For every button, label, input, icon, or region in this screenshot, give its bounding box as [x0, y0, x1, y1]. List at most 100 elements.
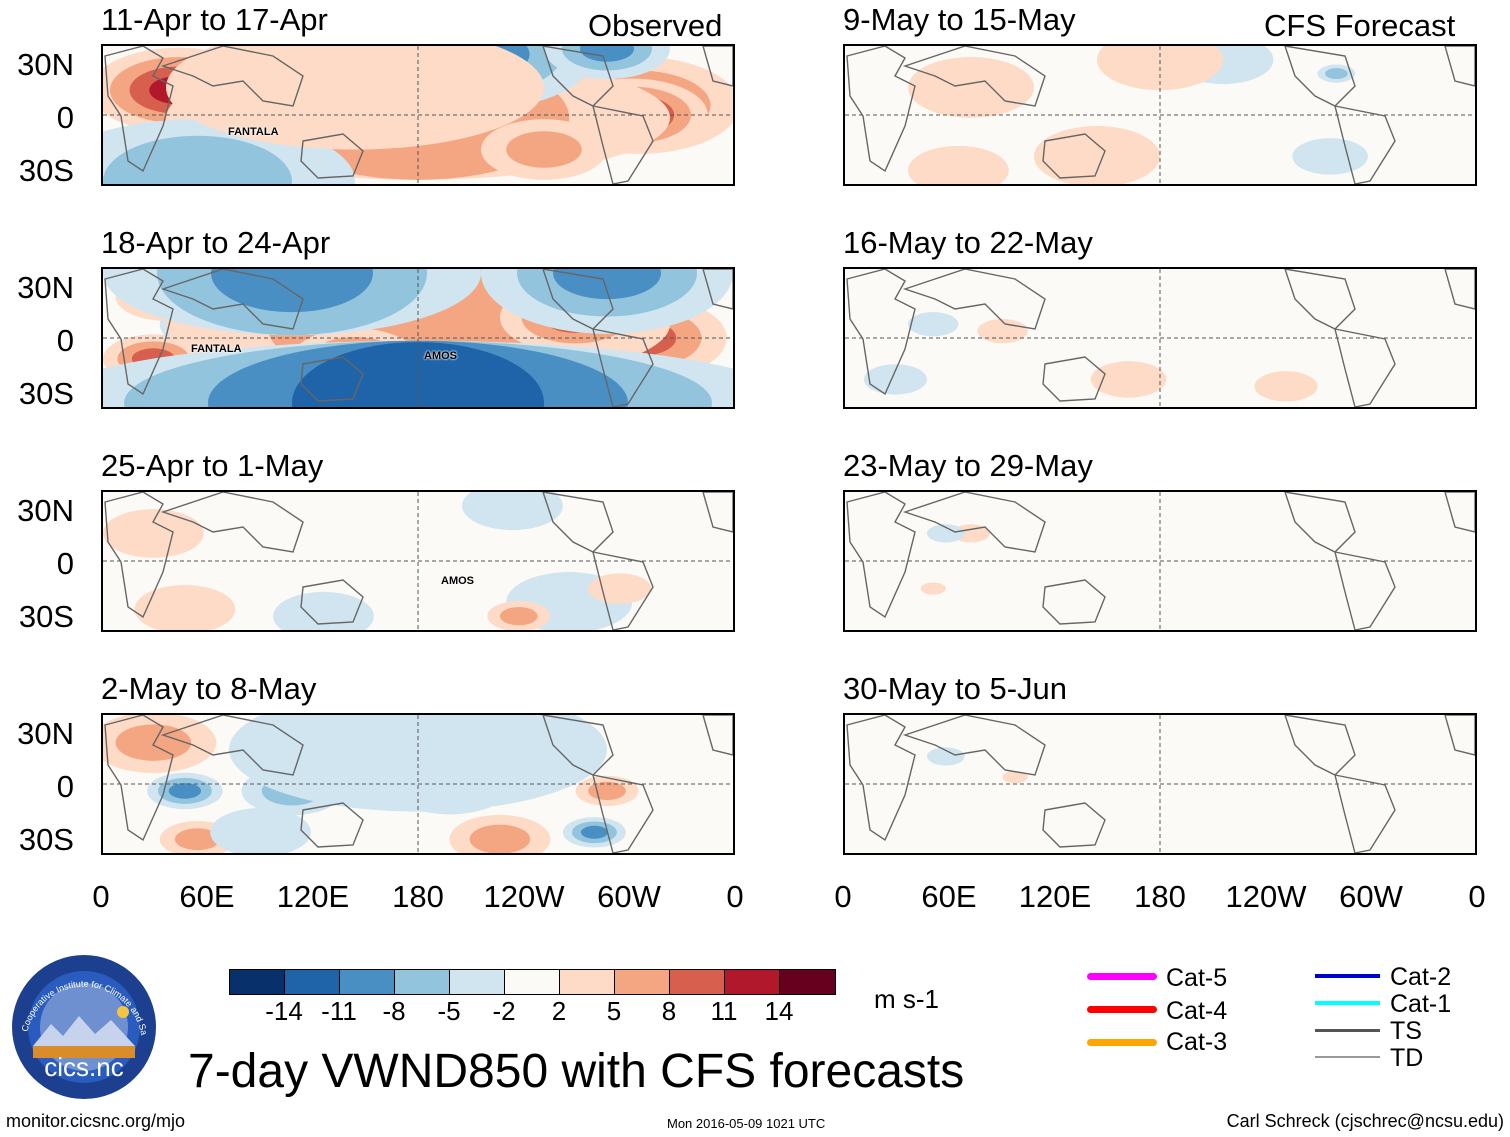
coastline: [902, 715, 1046, 776]
anomaly-contour: [229, 715, 607, 812]
coastline: [592, 774, 654, 853]
observed-column-title: Observed: [588, 8, 723, 43]
lat-label: 30S: [18, 822, 74, 857]
map-panel-left-1: [101, 44, 735, 186]
anomaly-field: [845, 46, 1475, 184]
anomaly-field: [103, 715, 733, 853]
colorbar-segment: [340, 970, 395, 994]
coastline: [300, 579, 364, 625]
legend-label-td: TD: [1390, 1044, 1424, 1072]
anomaly-contour: [469, 824, 531, 853]
anomaly-contour: [1034, 126, 1160, 184]
anomaly-field: [845, 715, 1475, 853]
coastline: [902, 492, 1046, 553]
map-panel-left-2: [101, 267, 735, 409]
coastline: [1444, 715, 1475, 756]
lat-label: 30N: [17, 47, 74, 82]
colorbar-tick: 5: [606, 996, 622, 1026]
coastline: [104, 46, 174, 173]
legend-swatch-td: [1315, 1056, 1380, 1058]
coastline: [1444, 46, 1475, 87]
lat-label: 0: [56, 100, 74, 135]
anomaly-contour: [977, 318, 1028, 344]
storm-label-fantala-2: FANTALA: [191, 343, 242, 355]
lat-label: 0: [56, 769, 74, 804]
colorbar-tick: -5: [437, 996, 461, 1026]
lon-label: 180: [392, 879, 444, 914]
colorbar-segment: [560, 970, 615, 994]
colorbar-segment: [395, 970, 450, 994]
legend-swatch-cat1: [1315, 1001, 1380, 1005]
coastline: [1042, 133, 1106, 179]
panel-title-left-2: 18-Apr to 24-Apr: [101, 225, 331, 260]
panel-title-right-1: 9-May to 15-May: [843, 2, 1076, 37]
lat-label: 0: [56, 323, 74, 358]
forecast-column-title: CFS Forecast: [1264, 8, 1456, 43]
lon-label: 0: [92, 879, 110, 914]
anomaly-contour: [553, 269, 661, 300]
coastline: [846, 715, 916, 842]
lon-label: 0: [726, 879, 744, 914]
cics-logo: cics.nc Cooperative Institute for Climat…: [11, 954, 156, 1099]
coastline: [104, 269, 174, 396]
lat-label: 30N: [17, 716, 74, 751]
lon-label: 60W: [1339, 879, 1403, 914]
anomaly-field: [103, 46, 733, 184]
coastline: [1444, 492, 1475, 533]
colorbar-tick: -2: [492, 996, 516, 1026]
coastline: [160, 492, 304, 553]
legend-swatch-cat2: [1315, 974, 1380, 978]
map-panel-right-1: [843, 44, 1477, 186]
coastline: [300, 133, 364, 179]
coastline: [300, 802, 364, 848]
coastline: [702, 715, 733, 756]
anomaly-field: [103, 269, 733, 407]
lon-label: 60E: [179, 879, 235, 914]
coastline: [1444, 269, 1475, 310]
coastline: [702, 492, 733, 533]
coastline: [592, 328, 654, 407]
coastline: [1334, 774, 1396, 853]
colorbar-tick: 14: [764, 996, 794, 1026]
colorbar-segment: [670, 970, 725, 994]
footer-timestamp: Mon 2016-05-09 1021 UTC: [667, 1116, 826, 1131]
anomaly-contour: [908, 312, 959, 337]
panel-title-right-4: 30-May to 5-Jun: [843, 671, 1067, 706]
anomaly-contour: [1002, 771, 1028, 784]
anomaly-contour: [103, 509, 204, 558]
colorbar-units: m s-1: [874, 984, 939, 1014]
panel-title-right-3: 23-May to 29-May: [843, 448, 1093, 483]
anomaly-contour: [588, 781, 626, 801]
anomaly-contour: [115, 724, 192, 761]
colorbar-segment: [505, 970, 560, 994]
lon-label: 0: [1468, 879, 1486, 914]
lon-label: 60E: [921, 879, 977, 914]
coastline: [846, 492, 916, 619]
anomaly-contour: [926, 747, 965, 766]
colorbar-segment: [780, 970, 835, 994]
colorbar-tick: -14: [265, 996, 303, 1026]
anomaly-contour: [166, 46, 544, 150]
anomaly-contour: [920, 582, 946, 595]
lat-label: 30S: [18, 376, 74, 411]
anomaly-contour: [1292, 138, 1368, 175]
coastline: [1334, 105, 1396, 184]
coastline: [1042, 802, 1106, 848]
anomaly-contour: [1090, 361, 1167, 398]
lon-label: 120W: [483, 879, 565, 914]
lon-label: 120E: [1018, 879, 1092, 914]
panel-title-left-4: 2-May to 8-May: [101, 671, 317, 706]
panel-title-left-3: 25-Apr to 1-May: [101, 448, 324, 483]
map-panel-left-4: [101, 713, 735, 855]
anomaly-contour: [168, 783, 202, 799]
panel-title-left-1: 11-Apr to 17-Apr: [101, 2, 328, 37]
logo-text: cics.nc: [44, 1052, 123, 1082]
colorbar-tick: -11: [321, 996, 357, 1026]
storm-label-amos-2: AMOS: [424, 350, 457, 362]
anomaly-contour: [211, 269, 373, 313]
coastline: [160, 46, 304, 107]
map-panel-right-4: [843, 713, 1477, 855]
legend-swatch-ts: [1315, 1029, 1380, 1032]
anomaly-contour: [499, 607, 538, 626]
anomaly-contour: [863, 364, 927, 395]
